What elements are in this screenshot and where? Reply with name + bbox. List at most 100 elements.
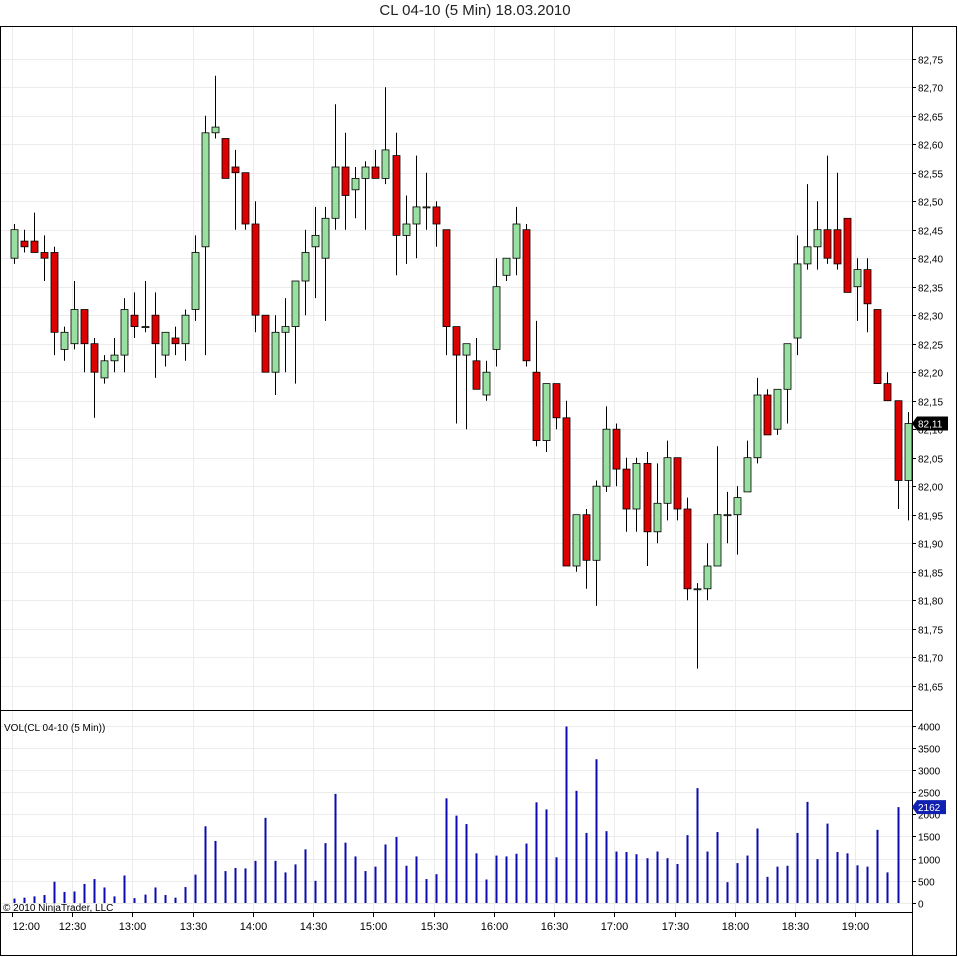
price-tick-label: 82,60 [918,141,943,152]
candle-body [30,240,39,253]
candle-body [723,514,732,517]
down-candle [221,138,230,179]
up-candle [542,383,551,452]
up-candle [422,172,431,230]
candle-body [743,457,752,493]
candle-body [40,252,49,259]
volume-tick-label: 0 [918,900,924,911]
time-tick-label: 16:00 [481,921,509,933]
copyright-text: © 2010 NinjaTrader, LLC [3,903,113,914]
candle-body [432,206,441,225]
candle-body [452,326,461,356]
up-candle [281,298,290,373]
candle-body [582,514,591,561]
price-tick-label: 82,30 [918,312,943,323]
price-tick-label: 82,50 [918,198,943,209]
up-candle [793,235,802,356]
candle-body [402,223,411,236]
volume-tick-label: 1000 [918,856,941,867]
candle-body [412,206,421,225]
price-tick-label: 81,75 [918,626,943,637]
down-candle [472,338,481,390]
price-tick-label: 81,90 [918,540,943,551]
down-candle [251,201,260,333]
up-candle [813,201,822,270]
candle-body [673,457,682,510]
down-candle [371,149,380,179]
candle-body [853,269,862,288]
up-candle [10,224,19,264]
candle-body [612,428,621,470]
candle-body [271,331,280,373]
down-candle [171,326,180,356]
candle-body [241,172,250,225]
candle-body [873,309,882,384]
candle-body [261,314,270,373]
price-tick-label: 82,70 [918,84,943,95]
last-volume-marker: 2162 [912,800,946,815]
candle-body [130,314,139,328]
candle-body [783,343,792,390]
candle-body [251,223,260,316]
candle-body [823,229,832,259]
price-tick-label: 81,80 [918,597,943,608]
price-tick-label: 82,45 [918,227,943,238]
candle-body [863,269,872,305]
volume-panel-label: VOL(CL 04-10 (5 Min)) [4,723,105,734]
up-candle [161,331,170,367]
up-candle [512,206,521,276]
candle-body [632,462,641,510]
price-axis: 82,75 82,70 82,65 82,60 82,55 82,50 82,45 82,40… [912,56,943,694]
up-candle [703,543,712,601]
candle-body [663,457,672,504]
outer-frame [0,26,957,956]
price-tick-label: 82,10 [918,426,943,437]
up-candle [632,457,641,532]
up-candle [723,491,732,544]
candle-body [110,354,119,362]
candle-body [602,428,611,487]
candle-body [793,263,802,339]
up-candle [773,388,782,435]
down-candle [562,400,571,567]
down-candle [643,452,652,566]
candle-body [381,149,390,179]
candle-body [653,502,662,533]
down-candle [612,423,621,487]
candle-body [171,337,180,345]
candle-body [90,343,99,373]
candle-body [813,229,822,248]
down-candle [683,497,692,601]
candle-body [472,360,481,390]
price-tick-label: 82,05 [918,455,943,466]
candle-body [50,252,59,333]
down-candle [261,314,270,373]
up-candle [753,377,762,464]
last-price-label: 82,11 [918,420,943,431]
candle-body [321,217,330,259]
candle-body [683,508,692,590]
down-candle [552,383,561,430]
candle-body [161,331,170,356]
candle-body [371,166,380,179]
candle-body [20,240,29,248]
volume-tick-label: 2000 [918,811,941,822]
candle-body [201,132,210,248]
price-tick-label: 81,85 [918,569,943,580]
candlestick-series [10,75,913,669]
down-candle [452,326,461,424]
candle-body [773,388,782,430]
candle-body [341,166,350,196]
up-candle [663,440,672,521]
down-candle [843,217,852,293]
down-candle [231,149,240,230]
volume-series [13,726,900,903]
down-candle [582,509,591,589]
volume-tick-label: 500 [918,878,935,889]
candle-body [120,309,129,356]
up-candle [351,167,360,219]
down-candle [130,292,139,338]
down-candle [442,229,451,356]
down-candle [673,457,682,521]
down-candle [894,400,903,509]
